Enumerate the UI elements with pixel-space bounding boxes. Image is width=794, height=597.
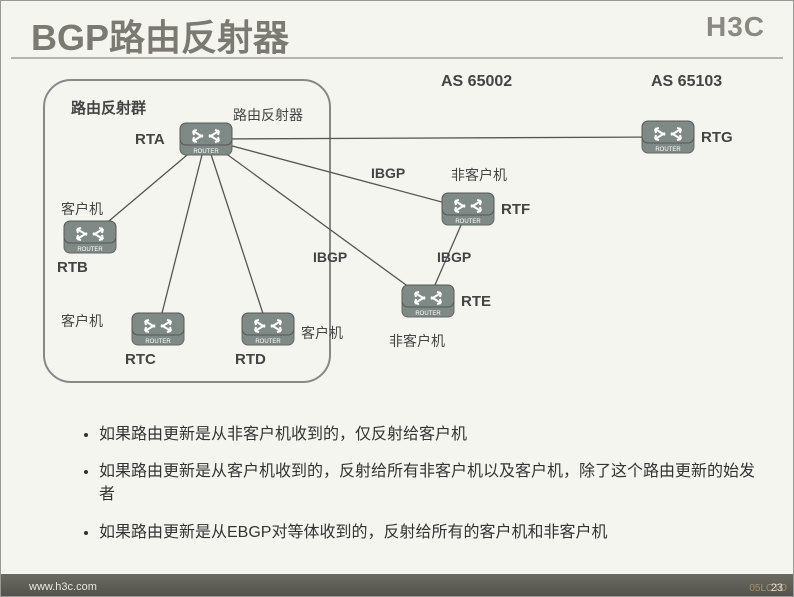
bullets: 如果路由更新是从非客户机收到的，仅反射给客户机如果路由更新是从客户机收到的，反射… bbox=[59, 423, 763, 558]
text-nonclient_label: 非客户机 bbox=[389, 331, 445, 351]
link-label-ibgp: IBGP bbox=[437, 249, 471, 265]
page-number: 23 bbox=[771, 582, 783, 594]
svg-text:ROUTER: ROUTER bbox=[77, 247, 103, 253]
svg-text:ROUTER: ROUTER bbox=[655, 147, 681, 153]
text-reflector_label: 路由反射器 bbox=[233, 105, 303, 125]
router-label-rte: RTE bbox=[461, 293, 491, 310]
svg-text:ROUTER: ROUTER bbox=[415, 311, 441, 317]
router-rtg: ROUTER bbox=[641, 119, 695, 155]
router-rte: ROUTER bbox=[401, 283, 455, 319]
router-label-rtg: RTG bbox=[701, 129, 733, 146]
brand-logo: H3C bbox=[706, 11, 765, 43]
text-nonclient_label: 非客户机 bbox=[451, 165, 507, 185]
svg-text:ROUTER: ROUTER bbox=[193, 149, 219, 155]
bullet-0: 如果路由更新是从非客户机收到的，仅反射给客户机 bbox=[99, 423, 763, 446]
text-as_right_outer: AS 65103 bbox=[651, 73, 722, 91]
link-label-ibgp: IBGP bbox=[371, 165, 405, 181]
text-client_label: 客户机 bbox=[61, 311, 103, 331]
router-label-rtf: RTF bbox=[501, 201, 530, 218]
title-divider bbox=[11, 57, 783, 59]
footer-url: www.h3c.com bbox=[29, 581, 97, 593]
router-rta: ROUTER bbox=[179, 121, 233, 157]
text-as_right_inner: AS 65002 bbox=[441, 73, 512, 91]
router-rtb: ROUTER bbox=[63, 219, 117, 255]
router-rtd: ROUTER bbox=[241, 311, 295, 347]
router-label-rta: RTA bbox=[135, 131, 165, 148]
text-cluster_label: 路由反射群 bbox=[71, 97, 146, 118]
slide: BGP路由反射器 H3C ROUTER ROUTER bbox=[0, 0, 794, 597]
svg-text:ROUTER: ROUTER bbox=[145, 339, 171, 345]
bullet-2: 如果路由更新是从EBGP对等体收到的，反射给所有的客户机和非客户机 bbox=[99, 521, 763, 544]
footer-bar bbox=[1, 574, 793, 596]
router-label-rtc: RTC bbox=[125, 351, 156, 368]
text-client_label: 客户机 bbox=[61, 199, 103, 219]
router-rtf: ROUTER bbox=[441, 191, 495, 227]
router-label-rtd: RTD bbox=[235, 351, 266, 368]
svg-text:ROUTER: ROUTER bbox=[255, 339, 281, 345]
svg-text:ROUTER: ROUTER bbox=[455, 219, 481, 225]
router-rtc: ROUTER bbox=[131, 311, 185, 347]
slide-title: BGP路由反射器 bbox=[31, 9, 289, 61]
link-label-ibgp: IBGP bbox=[313, 249, 347, 265]
text-client_label: 客户机 bbox=[301, 323, 343, 343]
bullet-1: 如果路由更新是从客户机收到的，反射给所有非客户机以及客户机，除了这个路由更新的始… bbox=[99, 460, 763, 506]
router-label-rtb: RTB bbox=[57, 259, 88, 276]
